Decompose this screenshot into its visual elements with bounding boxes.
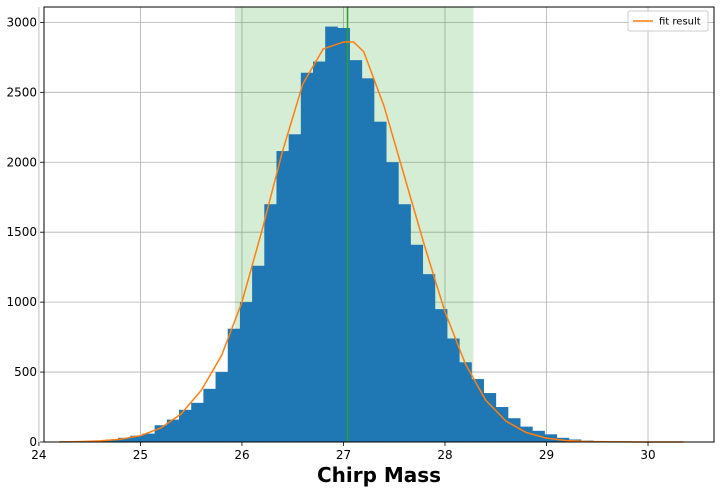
histogram-bar [105, 439, 119, 442]
x-axis-label: Chirp Mass [317, 463, 441, 487]
x-tick-label: 27 [336, 448, 351, 462]
histogram-bar [264, 204, 277, 442]
histogram-bar [410, 244, 424, 442]
histogram-bar [483, 393, 497, 442]
histogram-bar [422, 274, 436, 442]
histogram-bar [471, 379, 484, 442]
histogram-bar [227, 328, 241, 442]
histogram-bar [398, 204, 411, 442]
plot-frame [43, 6, 715, 443]
legend-label-fit-result: fit result [659, 17, 701, 28]
y-tick-label: 0 [29, 435, 37, 449]
legend: fit result [627, 10, 709, 32]
ticks: 24 25 26 27 28 29 30 0 500 1000 1500 2000 2500 3000 [6, 15, 655, 462]
histogram-bar [386, 162, 399, 442]
histogram-bar [373, 121, 387, 443]
y-tick-label: 3000 [6, 15, 37, 29]
histogram-bar [313, 61, 326, 443]
fit-line-group [59, 41, 684, 443]
histogram-bar [447, 338, 460, 442]
histogram-bar [459, 362, 472, 442]
histogram-bar [130, 435, 143, 442]
histogram-bar [361, 78, 375, 442]
histogram-bar [288, 134, 302, 442]
x-tick-label: 25 [133, 448, 148, 462]
y-tick-label: 500 [14, 365, 37, 379]
x-tick-label: 24 [31, 448, 46, 462]
histogram-bar [142, 433, 156, 442]
y-tick-label: 2000 [6, 155, 37, 169]
y-tick-label: 2500 [6, 85, 37, 99]
fit-result-line [59, 41, 684, 443]
histogram-bar [239, 302, 253, 442]
histogram-bar [507, 418, 521, 442]
x-tick-label: 29 [539, 448, 554, 462]
x-tick-label: 30 [640, 448, 655, 462]
histogram-bar [300, 72, 314, 442]
x-tick-label: 28 [437, 448, 452, 462]
histogram-bar [434, 309, 448, 442]
legend-box [627, 10, 709, 32]
histogram-bar [495, 407, 509, 442]
y-tick-label: 1000 [6, 295, 37, 309]
histogram-bar [166, 419, 180, 442]
y-tick-label: 1500 [6, 225, 37, 239]
histogram-bar [179, 409, 192, 442]
histogram-bar [349, 60, 363, 443]
histogram-bar [191, 402, 204, 442]
histogram-bar [325, 26, 338, 442]
histogram-bar [118, 437, 131, 442]
histogram-bar [276, 151, 290, 443]
histogram-bars [57, 26, 679, 443]
histogram-bar [252, 265, 265, 442]
x-tick-label: 26 [234, 448, 249, 462]
histogram-bar [215, 372, 229, 442]
histogram-bar [203, 388, 216, 442]
